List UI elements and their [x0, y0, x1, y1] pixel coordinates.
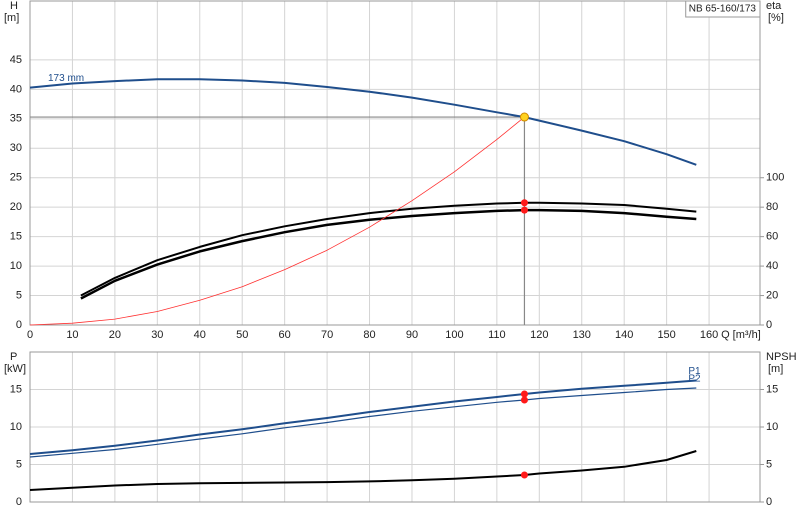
y-axis-unit: [m]: [4, 12, 19, 24]
x-tick-label: 80: [363, 329, 375, 341]
duty-marker: [520, 396, 528, 404]
y-tick-label: 25: [10, 172, 22, 184]
y-axis-label: H: [10, 0, 18, 12]
duty-point: [519, 112, 529, 122]
y2-tick-label: 0: [766, 319, 772, 331]
y-tick-label: 30: [10, 142, 22, 154]
y2-axis-unit: [m]: [768, 363, 783, 375]
y-tick-label: 10: [10, 260, 22, 272]
y2-tick-label: 80: [766, 201, 778, 213]
curve: [29, 116, 525, 326]
y2-tick-label: 15: [766, 383, 778, 395]
curve: [29, 78, 697, 166]
y-tick-label: 35: [10, 113, 22, 125]
series-label: P1: [688, 366, 701, 377]
y2-tick-label: 10: [766, 421, 778, 433]
x-tick-label: 100: [445, 329, 463, 341]
y-tick-label: 0: [16, 319, 22, 331]
x-tick-label: 50: [236, 329, 248, 341]
plot-frame: [29, 0, 761, 326]
curve: [29, 450, 697, 491]
x-tick-label: 0: [27, 329, 33, 341]
y-tick-label: 10: [10, 421, 22, 433]
y2-axis-label: NPSH: [766, 351, 797, 363]
y-tick-label: 5: [16, 458, 22, 470]
x-tick-label: 30: [151, 329, 163, 341]
y2-tick-label: 20: [766, 289, 778, 301]
x-tick-label: 110: [488, 329, 506, 341]
x-axis-label: Q [m³/h]: [721, 329, 761, 341]
y-axis-label: P: [10, 351, 17, 363]
duty-marker: [520, 199, 528, 207]
curve: [29, 387, 697, 458]
pump-label-box: [685, 0, 761, 18]
x-tick-label: 70: [321, 329, 333, 341]
duty-marker: [520, 471, 528, 479]
y-tick-label: 15: [10, 231, 22, 243]
duty-marker: [520, 390, 528, 398]
curve: [80, 208, 697, 300]
plot-frame: [29, 351, 761, 503]
pump-label: NB 65-160/173: [689, 4, 757, 15]
y-tick-label: 40: [10, 83, 22, 95]
x-tick-label: 130: [573, 329, 591, 341]
y-tick-label: 45: [10, 54, 22, 66]
y2-tick-label: 0: [766, 496, 772, 508]
curve: [80, 201, 697, 297]
x-tick-label: 160: [700, 329, 718, 341]
curve: [29, 379, 697, 455]
y-tick-label: 15: [10, 383, 22, 395]
y-axis-unit: [kW]: [4, 363, 26, 375]
x-tick-label: 150: [657, 329, 675, 341]
x-tick-label: 40: [194, 329, 206, 341]
y2-tick-label: 40: [766, 260, 778, 272]
x-tick-label: 90: [406, 329, 418, 341]
y2-tick-label: 5: [766, 458, 772, 470]
y-tick-label: 5: [16, 289, 22, 301]
y-tick-label: 0: [16, 496, 22, 508]
series-label: 173 mm: [48, 73, 84, 84]
x-tick-label: 120: [530, 329, 548, 341]
y-tick-label: 20: [10, 201, 22, 213]
x-tick-label: 140: [615, 329, 633, 341]
x-tick-label: 20: [109, 329, 121, 341]
duty-marker: [520, 206, 528, 214]
x-tick-label: 60: [279, 329, 291, 341]
y2-tick-label: 100: [766, 172, 784, 184]
x-tick-label: 10: [66, 329, 78, 341]
y2-tick-label: 60: [766, 231, 778, 243]
y2-axis-label: eta: [766, 0, 782, 12]
y2-axis-unit: [%]: [768, 12, 784, 24]
series-label: P2: [688, 374, 701, 385]
